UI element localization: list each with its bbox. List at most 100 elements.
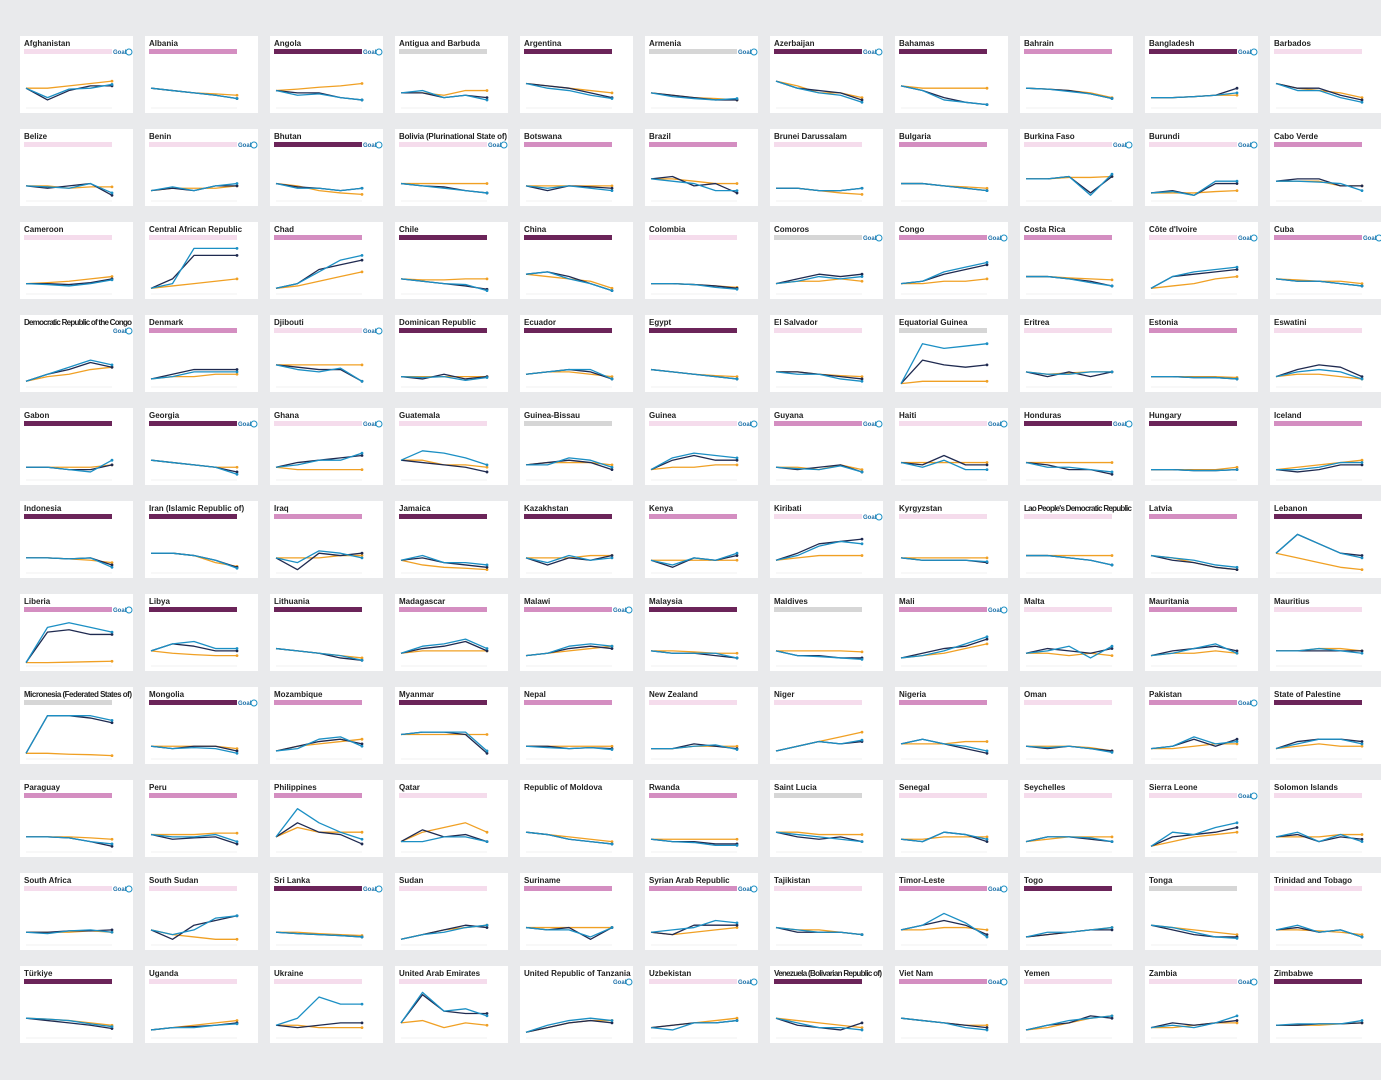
end-point xyxy=(1235,742,1239,746)
series-line xyxy=(1150,1019,1238,1029)
end-point xyxy=(485,749,489,753)
end-point xyxy=(735,1019,739,1022)
goal-icon xyxy=(1000,234,1008,242)
series-line xyxy=(400,459,488,473)
end-point xyxy=(110,721,114,725)
end-point xyxy=(985,1026,989,1029)
series-line xyxy=(650,919,738,933)
end-point xyxy=(485,289,489,293)
series-line xyxy=(400,638,488,654)
status-band xyxy=(524,421,612,426)
series-line xyxy=(1150,643,1238,657)
series-line xyxy=(650,650,738,659)
status-band xyxy=(899,142,987,147)
status-band xyxy=(399,700,487,705)
series-line xyxy=(275,550,363,564)
panel-title: Trinidad and Tobago xyxy=(1274,876,1352,885)
series-line xyxy=(651,178,737,185)
end-point xyxy=(1360,740,1364,743)
panel xyxy=(395,129,508,206)
status-band xyxy=(1149,793,1237,798)
series-line xyxy=(26,80,113,89)
end-point xyxy=(610,744,614,748)
panel xyxy=(145,408,258,485)
status-band xyxy=(399,607,487,612)
status-band xyxy=(1274,328,1362,333)
panel-title: Malta xyxy=(1024,597,1045,606)
end-point xyxy=(110,630,114,634)
series-line xyxy=(275,996,362,1026)
goal-icon xyxy=(250,141,258,149)
end-point xyxy=(1360,98,1364,102)
series-line xyxy=(525,831,613,845)
panel-title: Costa Rica xyxy=(1024,225,1066,234)
panel xyxy=(145,594,258,671)
series-line xyxy=(900,343,988,384)
panel-title: Philippines xyxy=(274,783,317,792)
series-line xyxy=(1276,647,1363,654)
panel-title: Guatemala xyxy=(399,411,440,420)
panel xyxy=(1145,222,1258,299)
series-line xyxy=(1150,180,1237,196)
panel-title: United Arab Emirates xyxy=(399,969,481,978)
end-point xyxy=(1235,1021,1239,1025)
panel-title: Latvia xyxy=(1149,504,1173,513)
panel xyxy=(770,222,883,299)
panel xyxy=(1145,687,1258,764)
panel xyxy=(520,594,633,671)
panel-title: Cameroon xyxy=(24,225,64,234)
end-point xyxy=(735,456,739,460)
series-line xyxy=(400,650,487,654)
status-band xyxy=(274,142,362,147)
status-band xyxy=(1274,700,1362,705)
status-band xyxy=(1149,886,1237,891)
panel xyxy=(20,129,133,206)
end-point xyxy=(985,637,989,641)
series-line xyxy=(525,368,613,380)
status-band xyxy=(399,886,487,891)
panel xyxy=(895,687,1008,764)
end-point xyxy=(985,468,989,471)
panel-title: Viet Nam xyxy=(899,969,933,978)
end-point xyxy=(1110,472,1114,476)
series-line xyxy=(25,715,113,754)
series-line xyxy=(525,185,613,192)
panel xyxy=(1020,594,1133,671)
goal-badge: Goal xyxy=(863,236,877,242)
panel xyxy=(895,129,1008,206)
series-line xyxy=(1275,743,1362,750)
series-line xyxy=(1275,738,1363,750)
end-point xyxy=(235,97,239,100)
panel xyxy=(20,408,133,485)
panel-title: Bulgaria xyxy=(899,132,932,141)
end-point xyxy=(110,842,114,846)
series-line xyxy=(650,464,737,471)
goal-icon xyxy=(750,885,758,893)
status-band xyxy=(149,700,237,705)
series-line xyxy=(900,454,987,466)
end-point xyxy=(235,182,239,185)
end-point xyxy=(235,831,239,835)
series-line xyxy=(651,650,737,654)
panel-title: State of Palestine xyxy=(1274,690,1341,699)
goal-badge: Goal xyxy=(738,50,752,56)
status-band xyxy=(1024,700,1112,705)
status-band xyxy=(399,328,487,333)
end-point xyxy=(610,184,614,188)
end-point xyxy=(985,277,989,281)
status-band xyxy=(1149,607,1237,612)
status-band xyxy=(649,514,737,519)
series-line xyxy=(900,738,988,752)
status-band xyxy=(524,793,612,798)
panel-title: Belize xyxy=(24,132,48,141)
panel xyxy=(1270,594,1381,671)
end-point xyxy=(860,96,864,99)
panel xyxy=(520,687,633,764)
goal-icon xyxy=(125,327,133,335)
goal-badge: Goal xyxy=(988,422,1002,428)
end-point xyxy=(235,647,239,650)
status-band xyxy=(1149,49,1237,54)
end-point xyxy=(735,926,739,929)
series-line xyxy=(275,364,363,382)
goal-icon xyxy=(875,513,883,521)
